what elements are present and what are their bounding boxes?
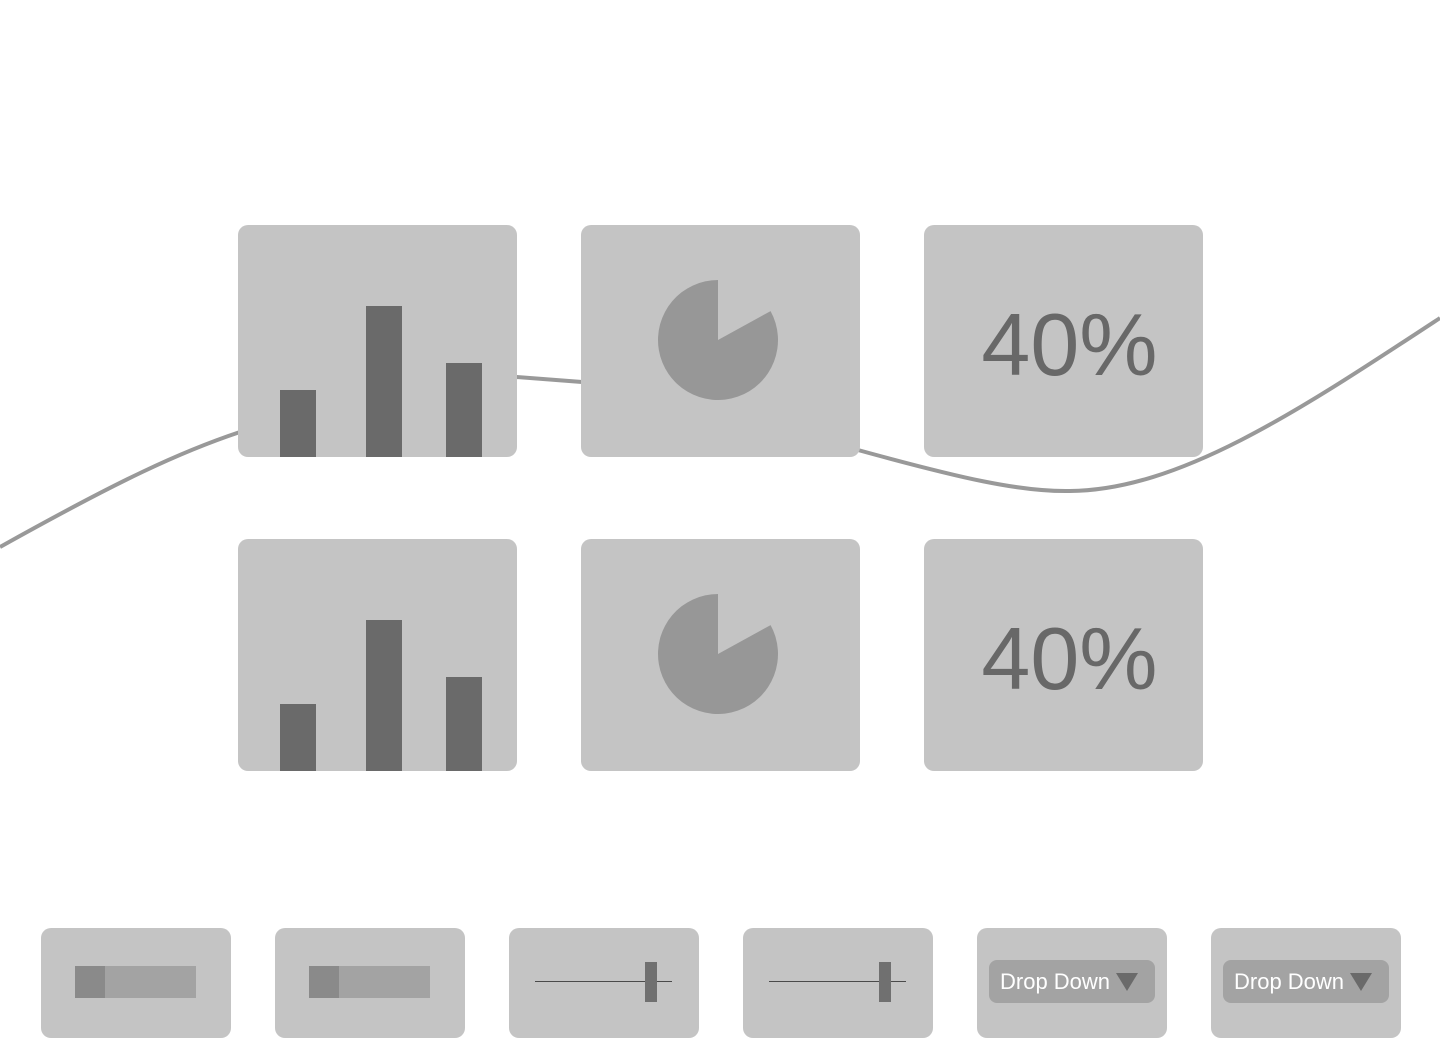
triangle-down-icon [1116,972,1139,991]
slider-thumb[interactable] [879,962,891,1002]
dropdown-control: Drop Down [1211,928,1401,1038]
pie-chart [658,594,778,714]
progress-fill [75,966,106,998]
dropdown-label: Drop Down [1000,968,1111,994]
slider-thumb[interactable] [645,962,657,1002]
bar [446,677,482,771]
dropdown[interactable]: Drop Down [989,960,1155,1003]
bar [280,390,316,457]
pie-chart [658,280,778,400]
bar [366,306,402,457]
progress-bar [75,966,196,998]
progress-bar [309,966,430,998]
slider-track[interactable] [769,981,906,982]
kpi-widget[interactable]: 40% [924,539,1203,771]
progress-control [41,928,231,1038]
progress-control [275,928,465,1038]
slider-control [509,928,699,1038]
pie-chart-widget[interactable] [581,225,860,457]
kpi-value: 40% [981,609,1158,708]
dropdown-label: Drop Down [1234,968,1345,994]
dropdown-control: Drop Down [977,928,1167,1038]
pie-chart-widget[interactable] [581,539,860,771]
dropdown[interactable]: Drop Down [1223,960,1389,1003]
bar [366,620,402,771]
slider-control [743,928,933,1038]
progress-fill [309,966,340,998]
bar [446,363,482,457]
bar [280,704,316,771]
kpi-value: 40% [981,295,1158,394]
bar-chart-widget[interactable] [238,225,517,457]
slider-track[interactable] [535,981,672,982]
pie-slice [658,280,778,400]
bar-chart-widget[interactable] [238,539,517,771]
pie-slice [658,594,778,714]
triangle-down-icon [1350,972,1373,991]
kpi-widget[interactable]: 40% [924,225,1203,457]
